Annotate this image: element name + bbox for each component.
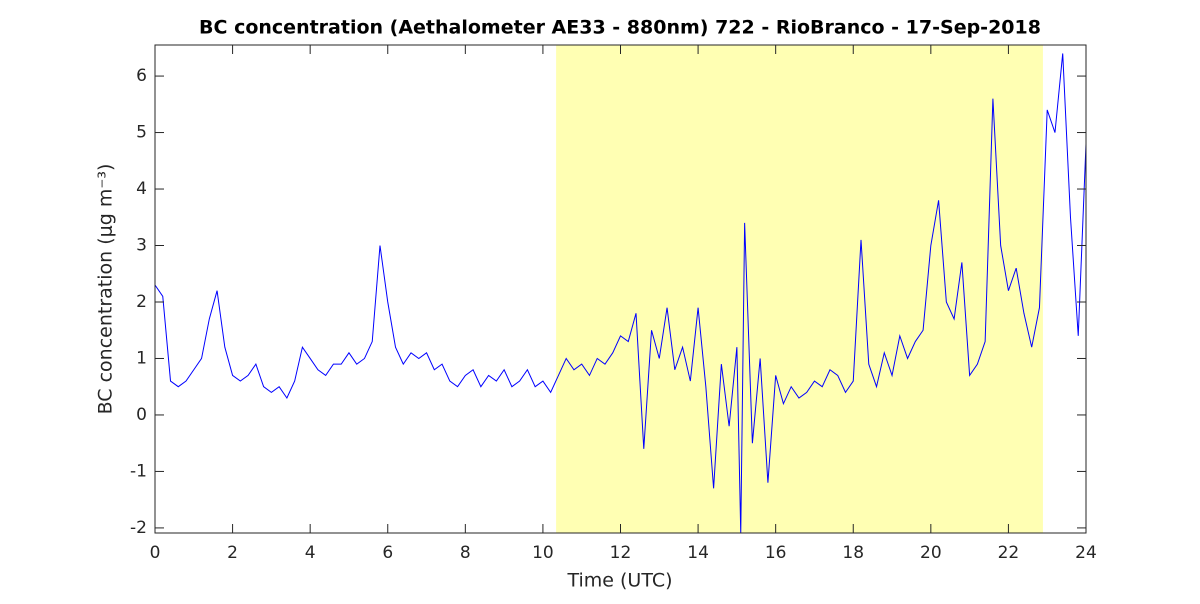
x-tick-label: 14 [687,543,709,563]
y-tick-label: -1 [130,461,147,481]
y-tick-label: 0 [136,405,147,425]
y-tick-label: 3 [136,236,147,256]
x-tick-label: 8 [460,543,471,563]
x-tick-label: 20 [920,543,942,563]
x-tick-label: 12 [610,543,632,563]
y-tick-label: 5 [136,123,147,143]
x-axis-label: Time (UTC) [566,570,672,592]
y-tick-label: 2 [136,292,147,312]
y-tick-label: -2 [130,518,147,538]
y-tick-label: 1 [136,348,147,368]
x-tick-label: 4 [305,543,316,563]
y-tick-label: 4 [136,179,147,199]
x-tick-label: 0 [150,543,161,563]
x-tick-label: 16 [765,543,787,563]
x-tick-label: 22 [998,543,1020,563]
chart-title: BC concentration (Aethalometer AE33 - 88… [199,17,1041,39]
y-axis-label: BC concentration (μg m⁻³) [95,164,117,415]
y-tick-label: 6 [136,66,147,86]
shaded-region [556,45,1043,533]
x-tick-label: 2 [227,543,238,563]
x-tick-label: 10 [532,543,554,563]
x-tick-label: 18 [842,543,864,563]
data-line [155,53,1086,533]
x-tick-label: 6 [382,543,393,563]
x-tick-label: 24 [1075,543,1097,563]
